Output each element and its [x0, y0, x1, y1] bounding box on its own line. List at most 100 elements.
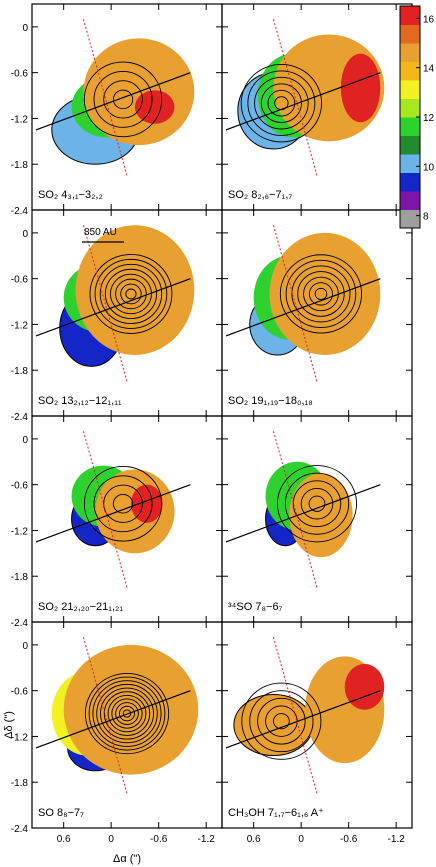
panel-label: CH₃OH 7₁,₇−6₁,₆ A⁺ [228, 807, 324, 819]
y-tick-label: 0 [22, 23, 28, 34]
panel-label: SO₂ 21₂,₂₀−21₁,₂₁ [38, 601, 123, 613]
intensity-contour [267, 89, 296, 117]
colorbar-segment [400, 209, 420, 229]
intensity-contour [249, 690, 314, 753]
y-tick-label: -1.8 [11, 778, 29, 789]
colorbar-tick-label: 10 [423, 162, 435, 173]
scale-bar-label: 850 AU [84, 227, 117, 238]
y-tick-label: -2.4 [11, 412, 29, 423]
x-tick-label: -0.6 [150, 834, 168, 845]
outflow-axis-line [35, 690, 191, 749]
colorbar-segment [400, 135, 420, 155]
intensity-contour [84, 672, 170, 755]
intensity-contour [254, 76, 309, 130]
disk-axis-line [272, 431, 318, 588]
outflow-axis-line [225, 484, 381, 543]
outflow-axis-line [225, 278, 381, 337]
x-axis-label: Δα (") [113, 853, 141, 865]
intensity-contour [260, 83, 302, 124]
panel-3: SO₂ 13₂,₁₂−12₁,₁₁ 0 -0.6 -1.2 -1.8 -2.4 850 AU [11, 209, 223, 423]
x-tick-label: 0 [108, 834, 114, 845]
disk-axis-line [82, 637, 128, 794]
disk-axis-line [82, 225, 128, 382]
color-lobe [269, 232, 381, 355]
color-lobe [344, 663, 385, 710]
disk-axis-line [82, 431, 128, 588]
intensity-contour [92, 680, 162, 747]
color-lobe [340, 53, 381, 123]
colorbar-tick-label: 8 [423, 212, 429, 223]
intensity-contour [83, 465, 163, 542]
y-axis-label: Δδ (") [3, 711, 15, 739]
intensity-contour [99, 263, 163, 324]
y-tick-label: -2.4 [11, 206, 29, 217]
intensity-contour [284, 472, 350, 535]
colorbar-tick-label: 16 [423, 14, 435, 25]
intensity-contour [104, 268, 158, 320]
intensity-contour [100, 687, 154, 740]
intensity-contour [241, 682, 322, 760]
outflow-axis-line [35, 72, 191, 131]
colorbar-segment [400, 172, 420, 192]
colorbar-segment [400, 61, 420, 81]
intensity-contour [103, 691, 151, 736]
intensity-contour [96, 683, 158, 744]
panel-label: SO 8₈−7₇ [38, 807, 84, 819]
intensity-contour [279, 254, 363, 334]
panel-label: SO₂ 13₂,₁₂−12₁,₁₁ [38, 395, 122, 407]
panel-6: ³⁴SO 7₈−6₇ [221, 415, 413, 623]
y-tick-label: -0.6 [11, 687, 29, 698]
colorbar-segment [400, 98, 420, 118]
panel-label: ³⁴SO 7₈−6₇ [228, 601, 283, 613]
intensity-contour [93, 475, 153, 533]
y-tick-label: -1.2 [11, 526, 29, 537]
x-tick-label: -1.2 [198, 834, 216, 845]
colorbar-segment [400, 154, 420, 173]
disk-axis-line [272, 225, 318, 382]
y-tick-label: -1.8 [11, 160, 29, 171]
x-tick-label: 0 [298, 834, 304, 845]
intensity-contour [89, 253, 173, 334]
panel-7: SO 8₈−7₇ 0 -0.6 -1.2 -1.8 -2.4 0.6 0 -0.6 -1.2 [11, 621, 223, 845]
color-lobe [63, 644, 199, 775]
intensity-contour [111, 698, 143, 729]
outflow-axis-line [225, 72, 381, 131]
x-tick-label: 0.6 [247, 834, 261, 845]
y-tick-label: -1.8 [11, 366, 29, 377]
color-lobe [75, 225, 195, 355]
y-tick-label: -1.2 [11, 320, 29, 331]
intensity-contour [285, 259, 357, 328]
intensity-contour [291, 265, 351, 323]
colorbar-segment [400, 43, 420, 62]
y-tick-label: -2.4 [11, 824, 29, 835]
y-tick-label: -1.2 [11, 732, 29, 743]
intensity-contour [107, 694, 147, 733]
intensity-contour [115, 278, 147, 310]
outflow-axis-line [35, 484, 191, 543]
y-tick-label: 0 [22, 229, 28, 240]
intensity-contour [273, 713, 290, 730]
x-tick-label: 0.6 [57, 834, 71, 845]
disk-axis-line [272, 19, 318, 176]
disk-axis-line [272, 637, 318, 794]
panel-2: SO₂ 8₂,₆−7₁,₇ [221, 3, 413, 211]
outflow-axis-line [35, 278, 191, 337]
intensity-contour [125, 288, 137, 300]
y-tick-label: 0 [22, 435, 28, 446]
color-lobe [130, 484, 163, 523]
colorbar-segment [400, 80, 420, 99]
y-tick-label: -1.2 [11, 114, 29, 125]
colorbar-segment [400, 6, 420, 25]
panel-4: SO₂ 19₁,₁₉−18₀,₁₈ [221, 209, 413, 417]
y-tick-label: -2.4 [11, 618, 29, 629]
intensity-contour [110, 273, 152, 315]
panel-1: SO₂ 4₃,₁−3₂,₂ 0 -0.6 -1.2 -1.8 -2.4 [11, 3, 223, 217]
disk-axis-line [82, 19, 128, 176]
color-lobe [134, 90, 175, 124]
panel-frame [221, 621, 413, 829]
y-tick-label: -1.8 [11, 572, 29, 583]
intensity-contour [292, 480, 342, 528]
intensity-contour [103, 80, 143, 119]
x-tick-label: -1.2 [388, 834, 406, 845]
